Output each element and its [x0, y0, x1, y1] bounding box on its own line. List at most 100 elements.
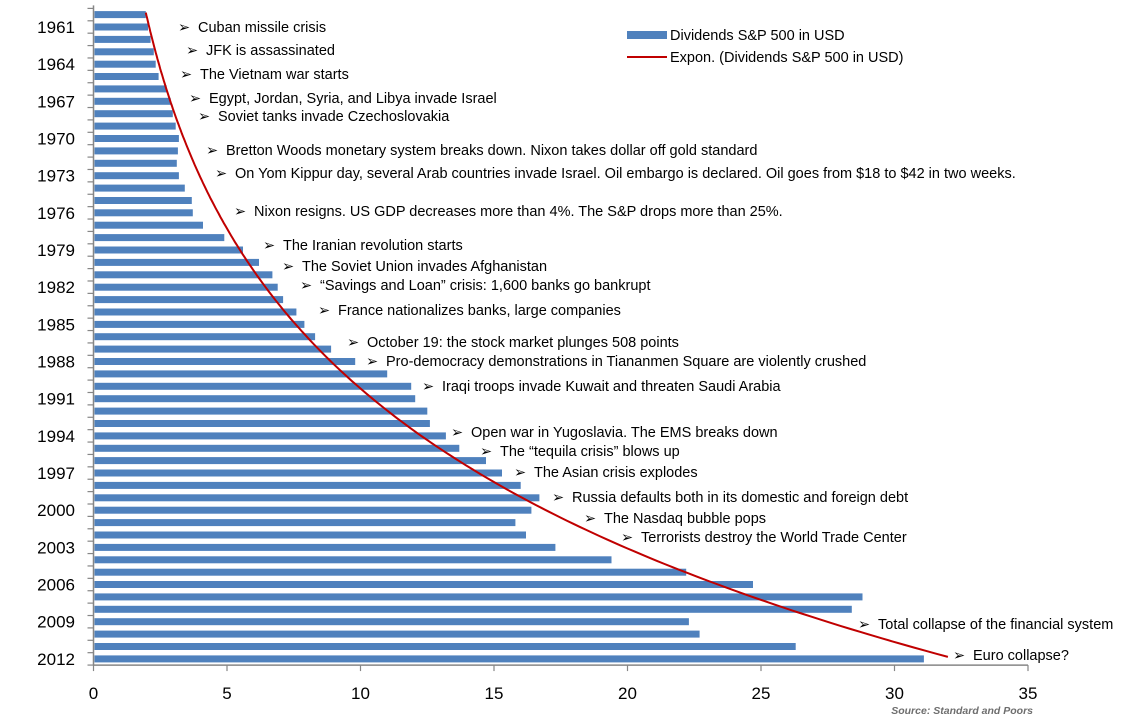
- arrow-bullet-icon: ➢: [621, 530, 633, 546]
- y-tick-label: 1994: [37, 427, 75, 446]
- bars-group: [94, 11, 924, 663]
- annotation-text: “Savings and Loan” crisis: 1,600 banks g…: [320, 278, 650, 294]
- arrow-bullet-icon: ➢: [514, 465, 526, 481]
- y-tick-label: 2006: [37, 576, 75, 595]
- arrow-bullet-icon: ➢: [282, 259, 294, 275]
- annotation-text: Bretton Woods monetary system breaks dow…: [226, 143, 757, 159]
- trendline-group: [144, 12, 949, 658]
- arrow-bullet-icon: ➢: [584, 511, 596, 527]
- annotation-text: The Asian crisis explodes: [534, 465, 698, 481]
- annotation: ➢ Russia defaults both in its domestic an…: [552, 490, 908, 506]
- bar-2005: [94, 568, 687, 576]
- annotation: ➢ JFK is assassinated: [186, 43, 335, 59]
- bar-1964: [94, 60, 156, 68]
- bar-2009: [94, 618, 689, 626]
- bar-1997: [94, 469, 502, 477]
- bar-1962: [94, 35, 151, 43]
- annotation: ➢ Terrorists destroy the World Trade Cent…: [621, 530, 907, 546]
- bar-1996: [94, 457, 486, 465]
- annotation-text: Total collapse of the financial system: [878, 617, 1113, 633]
- bar-1995: [94, 444, 460, 452]
- annotation-text: Soviet tanks invade Czechoslovakia: [218, 109, 450, 125]
- bar-1981: [94, 271, 273, 279]
- annotation: ➢ The Asian crisis explodes: [514, 465, 698, 481]
- annotation: ➢ October 19: the stock market plunges 50…: [347, 335, 679, 351]
- y-tick-label: 1997: [37, 464, 75, 483]
- bar-1969: [94, 122, 176, 130]
- bar-1991: [94, 395, 416, 403]
- bar-1970: [94, 135, 179, 142]
- bar-1967: [94, 97, 171, 105]
- annotation: ➢ France nationalizes banks, large compan…: [318, 303, 621, 319]
- annotation-text: Nixon resigns. US GDP decreases more tha…: [254, 204, 783, 220]
- annotation-text: Russia defaults both in its domestic and…: [572, 490, 908, 506]
- bar-1988: [94, 358, 356, 365]
- bar-1978: [94, 234, 225, 242]
- annotation-text: The Soviet Union invades Afghanistan: [302, 259, 547, 275]
- y-tick-label: 1982: [37, 278, 75, 297]
- bar-1961: [94, 23, 148, 31]
- arrow-bullet-icon: ➢: [206, 143, 218, 159]
- bar-1982: [94, 283, 278, 291]
- bar-2011: [94, 643, 796, 650]
- arrow-bullet-icon: ➢: [318, 303, 330, 319]
- bar-1993: [94, 420, 430, 427]
- y-tick-label: 1961: [37, 18, 75, 37]
- annotation: ➢ Iraqi troops invade Kuwait and threaten…: [422, 379, 781, 395]
- bar-2001: [94, 519, 516, 527]
- bar-2008: [94, 605, 852, 613]
- bar-1979: [94, 246, 243, 254]
- bar-1984: [94, 308, 297, 316]
- arrow-bullet-icon: ➢: [422, 379, 434, 395]
- bar-1965: [94, 73, 159, 80]
- annotation: ➢ Egypt, Jordan, Syria, and Libya invade …: [189, 91, 497, 107]
- annotation-text: Terrorists destroy the World Trade Cente…: [641, 530, 907, 546]
- x-tick-label: 5: [222, 684, 231, 703]
- bar-1989: [94, 370, 388, 378]
- arrow-bullet-icon: ➢: [300, 278, 312, 294]
- x-tick-label: 20: [618, 684, 637, 703]
- annotation-text: JFK is assassinated: [206, 43, 335, 59]
- arrow-bullet-icon: ➢: [186, 43, 198, 59]
- arrow-bullet-icon: ➢: [263, 238, 275, 254]
- arrow-bullet-icon: ➢: [189, 91, 201, 107]
- arrow-bullet-icon: ➢: [234, 204, 246, 220]
- arrow-bullet-icon: ➢: [953, 648, 965, 664]
- annotation-text: Euro collapse?: [973, 648, 1069, 664]
- arrow-bullet-icon: ➢: [552, 490, 564, 506]
- annotation: ➢ The Soviet Union invades Afghanistan: [282, 259, 547, 275]
- bar-1983: [94, 296, 284, 304]
- legend-label-bars: Dividends S&P 500 in USD: [670, 28, 845, 44]
- axes-group: [87, 5, 1029, 672]
- bar-1973: [94, 172, 179, 180]
- annotation: ➢ The Vietnam war starts: [180, 67, 349, 83]
- annotation: ➢ On Yom Kippur day, several Arab countri…: [215, 166, 1016, 182]
- arrow-bullet-icon: ➢: [858, 617, 870, 633]
- bar-1999: [94, 494, 540, 502]
- bar-2007: [94, 593, 863, 601]
- x-tick-label: 10: [351, 684, 370, 703]
- bar-2006: [94, 581, 753, 588]
- y-tick-label: 1973: [37, 167, 75, 186]
- bar-1975: [94, 197, 192, 204]
- y-tick-labels: 1961 1964 1967 1970 1973 1976 1979 1982 1985 1988…: [37, 18, 75, 669]
- y-tick-label: 2012: [37, 650, 75, 669]
- x-tick-label: 0: [89, 684, 98, 703]
- y-tick-label: 1967: [37, 92, 75, 111]
- bar-2000: [94, 506, 532, 514]
- legend-label-trend: Expon. (Dividends S&P 500 in USD): [670, 50, 903, 66]
- bar-1990: [94, 382, 412, 390]
- bar-1977: [94, 221, 203, 229]
- x-tick-label: 15: [485, 684, 504, 703]
- arrow-bullet-icon: ➢: [347, 335, 359, 351]
- bar-1986: [94, 333, 316, 341]
- arrow-bullet-icon: ➢: [198, 109, 210, 125]
- annotation-text: Open war in Yugoslavia. The EMS breaks d…: [471, 425, 778, 441]
- annotation: ➢ The Nasdaq bubble pops: [584, 511, 766, 527]
- bar-1998: [94, 481, 521, 489]
- annotation: ➢ Open war in Yugoslavia. The EMS breaks …: [451, 425, 778, 441]
- annotation-text: Pro-democracy demonstrations in Tiananme…: [386, 354, 866, 370]
- bar-1985: [94, 320, 305, 328]
- bar-2002: [94, 531, 526, 539]
